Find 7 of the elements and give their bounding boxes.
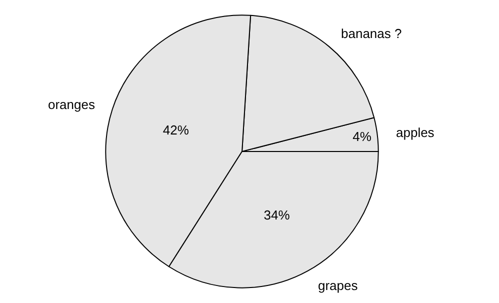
slice-label: oranges <box>48 97 96 112</box>
slice-label: grapes <box>318 278 358 293</box>
data-label: 42% <box>162 122 190 138</box>
data-label: 34% <box>264 208 290 223</box>
slice-label: apples <box>396 125 435 140</box>
data-label: 4% <box>352 128 372 144</box>
slice-label: bananas ? <box>341 26 402 41</box>
